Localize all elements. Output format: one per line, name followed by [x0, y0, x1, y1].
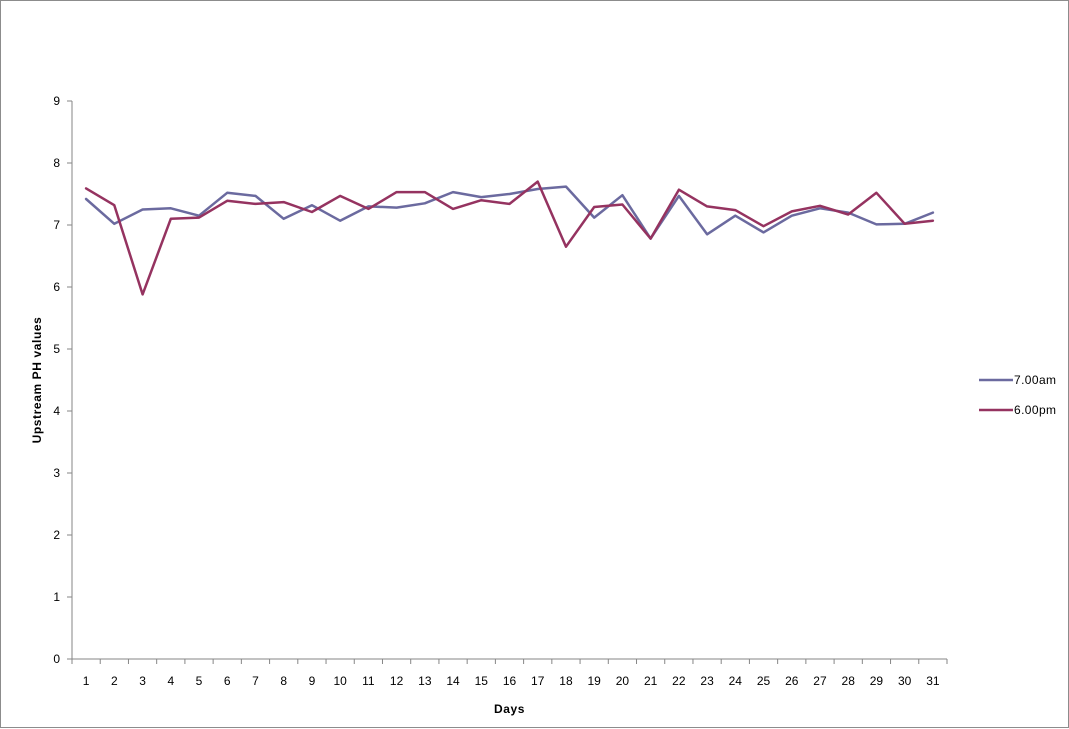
- series-line-7-00am: [84, 185, 935, 240]
- x-tick-label: 19: [587, 674, 601, 688]
- y-tick-label: 0: [53, 652, 60, 666]
- x-axis-title: Days: [494, 702, 525, 716]
- x-tick-label: 4: [167, 674, 174, 688]
- x-tick-label: 20: [616, 674, 630, 688]
- x-tick-label: 3: [139, 674, 146, 688]
- x-tick-label: 26: [785, 674, 799, 688]
- x-tick-label: 16: [503, 674, 517, 688]
- x-tick-label: 27: [813, 674, 827, 688]
- series-layer: [84, 180, 935, 296]
- x-tick-label: 25: [757, 674, 771, 688]
- x-tick-label: 9: [309, 674, 316, 688]
- y-tick-label: 9: [53, 94, 60, 108]
- x-tick-label: 24: [729, 674, 743, 688]
- y-tick-label: 3: [53, 466, 60, 480]
- legend: 7.00am 6.00pm: [979, 373, 1056, 417]
- y-tick-label: 4: [53, 404, 60, 418]
- x-tick-label: 18: [559, 674, 573, 688]
- x-tick-label: 5: [196, 674, 203, 688]
- x-tick-label: 10: [333, 674, 347, 688]
- y-tick-label: 1: [53, 590, 60, 604]
- x-tick-label: 13: [418, 674, 432, 688]
- x-tick-label: 23: [700, 674, 714, 688]
- x-tick-label: 15: [475, 674, 489, 688]
- x-tick-label: 1: [83, 674, 90, 688]
- y-axis: 0 1 2 3 4 5 6 7 8 9: [53, 94, 73, 666]
- x-tick-label: 28: [842, 674, 856, 688]
- legend-label: 7.00am: [1014, 373, 1056, 387]
- x-tick-label: 12: [390, 674, 404, 688]
- x-tick-label: 14: [446, 674, 460, 688]
- y-tick-label: 6: [53, 280, 60, 294]
- y-tick-label: 7: [53, 218, 60, 232]
- legend-label: 6.00pm: [1014, 403, 1056, 417]
- x-tick-label: 8: [280, 674, 287, 688]
- series-line-6-00pm: [84, 180, 935, 296]
- x-tick-label: 22: [672, 674, 686, 688]
- x-tick-label: 11: [362, 674, 375, 688]
- x-tick-label: 2: [111, 674, 118, 688]
- y-tick-label: 5: [53, 342, 60, 356]
- y-tick-label: 8: [53, 156, 60, 170]
- x-tick-label: 29: [870, 674, 884, 688]
- x-tick-label: 31: [926, 674, 940, 688]
- x-tick-label: 7: [252, 674, 259, 688]
- y-axis-title: Upstream PH values: [30, 317, 44, 444]
- x-tick-label: 6: [224, 674, 231, 688]
- x-tick-label: 30: [898, 674, 912, 688]
- y-tick-label: 2: [53, 528, 60, 542]
- x-tick-label: 17: [531, 674, 545, 688]
- x-tick-label: 21: [644, 674, 658, 688]
- x-axis: 1 2 3 4 5 6 7 8 9 10 11 12 13 14 15 16 17 18 19 20 21 22 23 24 2…: [71, 658, 948, 688]
